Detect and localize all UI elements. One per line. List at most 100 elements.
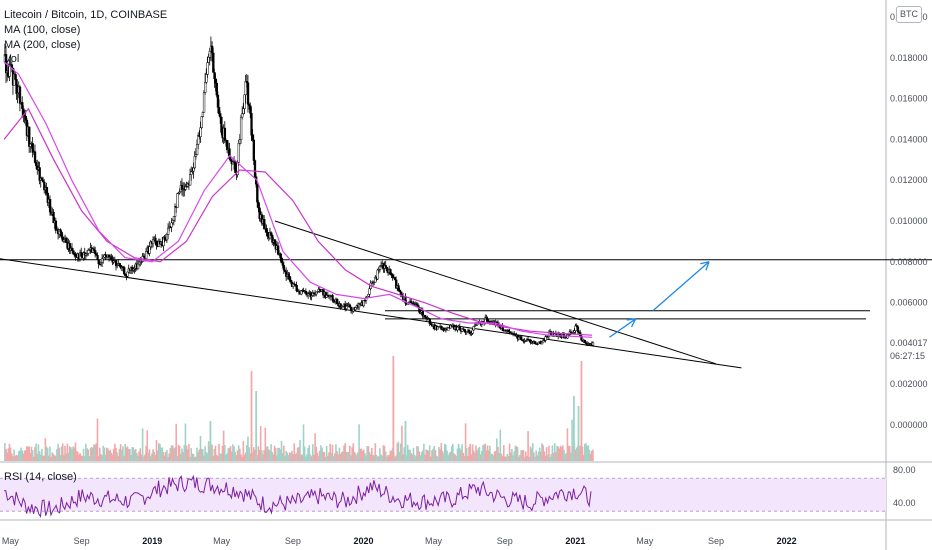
ma100-legend[interactable]: MA (100, close) [4, 24, 81, 36]
vol-legend[interactable]: Vol [4, 53, 20, 65]
volume-bar [36, 453, 39, 461]
volume-bar [375, 454, 378, 461]
volume-bar [528, 456, 531, 461]
volume-bar [60, 446, 63, 461]
volume-bar [322, 451, 324, 461]
candle-body [8, 64, 11, 77]
candle-body [207, 57, 210, 63]
candle-body [155, 240, 158, 246]
volume-bar [72, 446, 74, 461]
volume-bar [182, 452, 184, 461]
volume-bar [70, 447, 72, 461]
candle-body [250, 113, 253, 136]
candle-body [237, 143, 240, 163]
projection-arrow-line [609, 318, 636, 338]
volume-bar [520, 450, 522, 461]
candle-body [389, 269, 392, 274]
volume-bar [4, 443, 6, 461]
volume-bar [14, 455, 17, 461]
currency-badge[interactable]: BTC [896, 6, 922, 23]
volume-spike [573, 396, 575, 461]
candle-body [189, 174, 192, 186]
volume-bar [235, 455, 238, 461]
volume-bar [155, 439, 158, 461]
volume-bar [480, 451, 483, 461]
volume-bar [191, 453, 194, 461]
ma200-legend[interactable]: MA (200, close) [4, 39, 81, 51]
volume-bar [264, 427, 267, 461]
volume-bar [178, 445, 181, 461]
ma200-line [3, 61, 593, 338]
volume-bar [541, 443, 543, 461]
volume-bar [361, 450, 364, 461]
volume-bar [299, 439, 301, 461]
volume-bar [49, 446, 51, 461]
volume-bar [420, 452, 423, 461]
volume-bar [103, 447, 106, 461]
volume-bar [104, 454, 107, 461]
volume-bar [244, 452, 247, 461]
candle-body [167, 227, 170, 235]
candle-body [172, 216, 176, 221]
volume-bar [96, 418, 99, 461]
volume-bar [537, 451, 540, 461]
candle-body [184, 186, 187, 190]
volume-bar [12, 456, 14, 461]
volume-bar [42, 455, 44, 461]
volume-bar [15, 454, 18, 461]
volume-bar [161, 447, 164, 461]
projection-arrow-head [626, 318, 636, 321]
volume-bar [567, 445, 570, 461]
volume-bar [384, 451, 387, 461]
volume-bar [448, 452, 451, 461]
volume-bar [548, 445, 550, 461]
volume-bar [418, 451, 421, 461]
volume-bar [443, 443, 446, 461]
candle-body [31, 143, 34, 153]
volume-bar [71, 449, 73, 461]
volume-bar [519, 454, 521, 461]
volume-bar [116, 452, 118, 461]
candle-body [176, 193, 179, 208]
volume-bar [236, 450, 239, 461]
volume-bar [316, 452, 319, 461]
candle-body [74, 253, 77, 257]
volume-bar [494, 450, 497, 461]
volume-bar [406, 444, 409, 461]
candle-body [211, 45, 214, 54]
volume-bar [56, 449, 58, 461]
candle-body [341, 306, 345, 308]
volume-bar [424, 454, 426, 461]
volume-bar [254, 449, 256, 461]
volume-bar [114, 443, 116, 461]
volume-bar [574, 449, 577, 461]
volume-bar [347, 452, 350, 461]
volume-bar [442, 453, 445, 461]
projection-arrow-line [652, 261, 710, 312]
volume-bar [43, 455, 46, 461]
volume-bar [412, 447, 415, 461]
volume-bar [300, 454, 303, 461]
volume-bar [220, 453, 223, 461]
price-tick-label: 0.010000 [890, 216, 928, 226]
volume-bar [154, 455, 157, 461]
volume-bar [219, 454, 221, 461]
volume-bar [415, 456, 417, 461]
volume-bar [167, 456, 169, 461]
volume-bar [395, 455, 397, 461]
volume-bar [20, 447, 22, 461]
volume-bar [327, 455, 329, 461]
chart-title: Litecoin / Bitcoin, 1D, COINBASE [4, 9, 168, 21]
volume-bar [109, 449, 111, 461]
volume-bar [118, 448, 121, 461]
volume-bar [358, 424, 360, 461]
volume-bar [31, 450, 34, 461]
candle-body [288, 276, 291, 281]
volume-bar [437, 456, 439, 461]
volume-bar [261, 450, 263, 461]
volume-bar [180, 453, 182, 461]
candle-body [244, 81, 247, 96]
rsi-legend[interactable]: RSI (14, close) [4, 471, 77, 483]
